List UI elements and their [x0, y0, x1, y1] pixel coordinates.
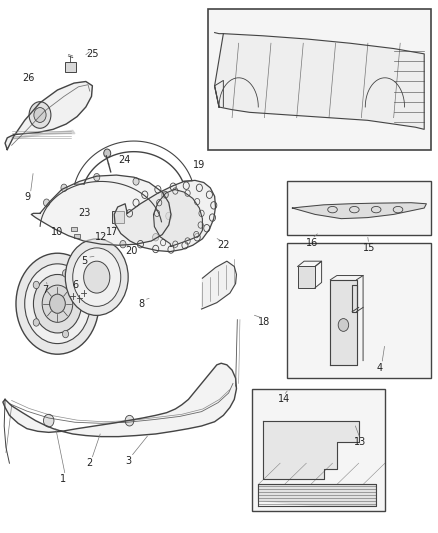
Circle shape — [120, 240, 126, 248]
Bar — [112, 211, 124, 223]
Text: 8: 8 — [138, 298, 145, 309]
Text: 5: 5 — [81, 256, 88, 266]
Circle shape — [152, 233, 159, 241]
Polygon shape — [215, 34, 424, 130]
Circle shape — [73, 248, 121, 306]
Bar — [74, 233, 80, 238]
Text: 26: 26 — [22, 73, 35, 83]
Circle shape — [33, 274, 81, 333]
Circle shape — [49, 294, 65, 313]
Circle shape — [63, 270, 69, 277]
Circle shape — [166, 212, 172, 220]
Text: 25: 25 — [86, 49, 99, 59]
Circle shape — [25, 264, 90, 344]
Polygon shape — [201, 261, 237, 309]
Text: 9: 9 — [25, 192, 31, 203]
Circle shape — [133, 177, 139, 185]
Circle shape — [33, 319, 39, 326]
Circle shape — [42, 285, 73, 322]
Polygon shape — [3, 364, 237, 437]
Text: 23: 23 — [78, 208, 91, 219]
Text: 16: 16 — [306, 238, 318, 247]
Text: 6: 6 — [73, 280, 79, 290]
Circle shape — [161, 191, 167, 198]
Text: 15: 15 — [363, 243, 375, 253]
Circle shape — [104, 149, 111, 158]
Circle shape — [125, 415, 134, 426]
Polygon shape — [258, 484, 376, 506]
Bar — [252, 389, 385, 511]
Text: 10: 10 — [51, 227, 63, 237]
Circle shape — [29, 102, 51, 128]
Polygon shape — [5, 82, 92, 150]
Polygon shape — [263, 421, 359, 479]
Polygon shape — [114, 180, 215, 252]
Text: 17: 17 — [106, 227, 118, 237]
Circle shape — [338, 319, 349, 332]
Text: 3: 3 — [125, 456, 131, 465]
Text: 18: 18 — [258, 317, 271, 327]
Text: 12: 12 — [95, 232, 107, 243]
Text: 1: 1 — [60, 474, 66, 484]
Polygon shape — [330, 280, 357, 365]
Text: 7: 7 — [42, 286, 49, 295]
Circle shape — [63, 330, 69, 338]
Polygon shape — [31, 175, 171, 245]
Text: 22: 22 — [217, 240, 230, 250]
Text: 24: 24 — [119, 155, 131, 165]
Bar — [71, 227, 77, 231]
Circle shape — [16, 253, 99, 354]
Circle shape — [94, 173, 100, 181]
Text: 4: 4 — [376, 362, 382, 373]
Polygon shape — [12, 131, 75, 139]
Circle shape — [81, 300, 87, 308]
Circle shape — [65, 239, 128, 316]
Text: 14: 14 — [278, 394, 290, 405]
Text: 20: 20 — [125, 246, 138, 255]
Bar — [287, 243, 431, 378]
Circle shape — [43, 414, 54, 427]
Circle shape — [43, 199, 49, 206]
Bar — [208, 9, 431, 150]
Circle shape — [34, 108, 46, 123]
Bar — [287, 181, 431, 235]
Bar — [297, 266, 315, 288]
Text: 19: 19 — [193, 160, 205, 171]
Circle shape — [84, 261, 110, 293]
Polygon shape — [153, 189, 202, 246]
Bar — [65, 62, 76, 72]
Text: 2: 2 — [86, 458, 92, 468]
Polygon shape — [292, 203, 426, 219]
Circle shape — [33, 281, 39, 289]
Text: 13: 13 — [354, 437, 367, 447]
Circle shape — [61, 184, 67, 191]
